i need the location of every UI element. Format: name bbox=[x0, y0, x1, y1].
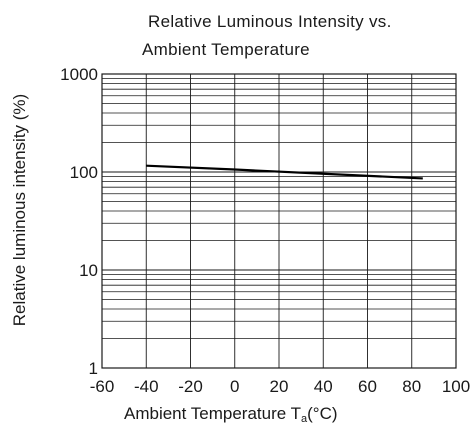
y-tick-label: 10 bbox=[79, 261, 98, 280]
chart-title-line-2: Ambient Temperature bbox=[142, 40, 310, 59]
x-tick-label: 40 bbox=[314, 377, 333, 396]
y-tick-label: 100 bbox=[70, 163, 98, 182]
plot-frame bbox=[101, 73, 457, 369]
x-tick-label: 20 bbox=[270, 377, 289, 396]
x-axis-label-subscript: a bbox=[301, 413, 308, 425]
y-tick-label: 1000 bbox=[60, 65, 98, 84]
x-axis-label-main: Ambient Temperature T bbox=[124, 404, 302, 423]
x-tick-label: -40 bbox=[134, 377, 159, 396]
x-tick-label: -60 bbox=[90, 377, 115, 396]
y-tick-label: 1 bbox=[89, 359, 98, 378]
series-line bbox=[146, 164, 423, 180]
x-tick-label: -20 bbox=[178, 377, 203, 396]
x-axis-label: Ambient Temperature Ta(°C) bbox=[124, 404, 338, 425]
chart-title-line-1: Relative Luminous Intensity vs. bbox=[148, 12, 392, 31]
x-tick-label: 80 bbox=[402, 377, 421, 396]
x-axis-label-unit: (°C) bbox=[307, 404, 338, 423]
x-tick-label: 100 bbox=[442, 377, 470, 396]
x-tick-label: 0 bbox=[230, 377, 239, 396]
x-tick-label: 60 bbox=[358, 377, 377, 396]
